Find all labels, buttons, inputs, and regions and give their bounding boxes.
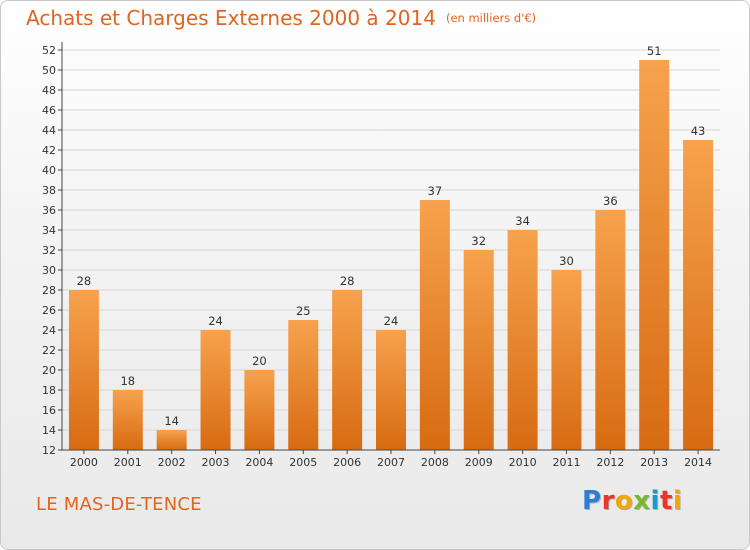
y-tick-label: 46 bbox=[42, 104, 56, 117]
bar-2002 bbox=[156, 430, 187, 450]
bar-2008 bbox=[419, 200, 450, 450]
bar-value-label: 43 bbox=[691, 124, 706, 138]
bar-value-label: 37 bbox=[428, 184, 443, 198]
y-tick-label: 36 bbox=[42, 204, 56, 217]
chart-title-text: Achats et Charges Externes 2000 à 2014 bbox=[26, 6, 436, 30]
chart-unit-text: (en milliers d'€) bbox=[445, 11, 537, 25]
bar-2003 bbox=[200, 330, 231, 450]
x-tick-label: 2006 bbox=[333, 456, 361, 469]
x-tick-label: 2002 bbox=[158, 456, 186, 469]
x-tick-label: 2001 bbox=[114, 456, 142, 469]
bar-2014 bbox=[683, 140, 714, 450]
bar-value-label: 20 bbox=[252, 354, 267, 368]
y-tick-label: 52 bbox=[42, 44, 56, 57]
bar-value-label: 18 bbox=[120, 374, 135, 388]
bar-value-label: 30 bbox=[559, 254, 574, 268]
x-tick-label: 2014 bbox=[684, 456, 712, 469]
y-tick-label: 40 bbox=[42, 164, 56, 177]
x-tick-label: 2007 bbox=[377, 456, 405, 469]
x-tick-label: 2008 bbox=[421, 456, 449, 469]
proxiti-logo: Proxiti bbox=[582, 486, 683, 516]
bar-2001 bbox=[112, 390, 143, 450]
bar-value-label: 28 bbox=[77, 274, 92, 288]
x-tick-label: 2013 bbox=[640, 456, 668, 469]
y-tick-label: 20 bbox=[42, 364, 56, 377]
bar-2010 bbox=[507, 230, 538, 450]
y-tick-label: 30 bbox=[42, 264, 56, 277]
bar-value-label: 25 bbox=[296, 304, 311, 318]
y-tick-label: 34 bbox=[42, 224, 56, 237]
bar-value-label: 14 bbox=[164, 414, 179, 428]
bar-value-label: 36 bbox=[603, 194, 618, 208]
bar-2000 bbox=[68, 290, 99, 450]
bar-value-label: 24 bbox=[208, 314, 223, 328]
x-tick-label: 2005 bbox=[289, 456, 317, 469]
y-tick-label: 22 bbox=[42, 344, 56, 357]
commune-name: LE MAS-DE-TENCE bbox=[36, 494, 202, 515]
y-tick-label: 50 bbox=[42, 64, 56, 77]
y-tick-label: 18 bbox=[42, 384, 56, 397]
x-tick-label: 2000 bbox=[70, 456, 98, 469]
y-tick-label: 38 bbox=[42, 184, 56, 197]
bar-2009 bbox=[463, 250, 494, 450]
x-tick-label: 2012 bbox=[596, 456, 624, 469]
bar-2004 bbox=[244, 370, 275, 450]
y-tick-label: 32 bbox=[42, 244, 56, 257]
y-tick-label: 42 bbox=[42, 144, 56, 157]
bar-value-label: 34 bbox=[515, 214, 530, 228]
x-tick-label: 2004 bbox=[245, 456, 273, 469]
labels: 12 14 16 18 20 22 24 26 28 30 32 34 36 38 40 42 44 46 48 50… bbox=[42, 44, 712, 469]
bar-2012 bbox=[595, 210, 626, 450]
chart-title: Achats et Charges Externes 2000 à 2014 (e… bbox=[26, 6, 536, 30]
y-tick-label: 48 bbox=[42, 84, 56, 97]
y-tick-label: 28 bbox=[42, 284, 56, 297]
bar-2006 bbox=[332, 290, 363, 450]
x-tick-label: 2011 bbox=[552, 456, 580, 469]
x-tick-label: 2010 bbox=[509, 456, 537, 469]
y-tick-label: 24 bbox=[42, 324, 56, 337]
bar-2013 bbox=[639, 60, 670, 450]
y-tick-label: 12 bbox=[42, 444, 56, 457]
bar-2011 bbox=[551, 270, 582, 450]
bar-2005 bbox=[288, 320, 319, 450]
bar-value-label: 28 bbox=[340, 274, 355, 288]
axes bbox=[58, 42, 720, 454]
y-tick-label: 26 bbox=[42, 304, 56, 317]
y-tick-label: 44 bbox=[42, 124, 56, 137]
x-tick-label: 2003 bbox=[202, 456, 230, 469]
y-tick-label: 14 bbox=[42, 424, 56, 437]
bar-value-label: 32 bbox=[471, 234, 486, 248]
x-tick-label: 2009 bbox=[465, 456, 493, 469]
bars bbox=[68, 60, 714, 450]
bar-value-label: 24 bbox=[384, 314, 399, 328]
bar-2007 bbox=[376, 330, 406, 450]
bar-value-label: 51 bbox=[647, 44, 662, 58]
y-tick-label: 16 bbox=[42, 404, 56, 417]
